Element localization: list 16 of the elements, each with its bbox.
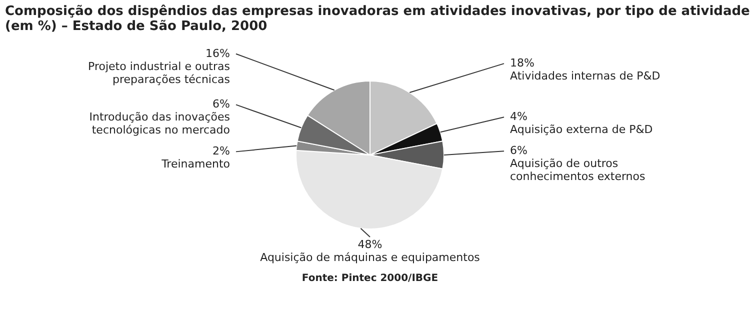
data-label: 18% — [510, 56, 534, 70]
source-note: Fonte: Pintec 2000/IBGE — [302, 273, 438, 284]
slice-label: Aquisição de outros conhecimentos externos — [510, 157, 646, 184]
slice-label: Aquisição de máquinas e equipamentos — [260, 251, 480, 264]
data-label: 4% — [510, 110, 528, 124]
chart-title: Composição dos dispêndios das empresas inovadoras em atividades inovativas, por tipo de atividade (em %) – Estado de São Paulo, 2000 — [5, 4, 750, 34]
slice-label: Projeto industrial e outras preparações técnicas — [88, 60, 230, 86]
slice-label: Introdução das inovações tecnológicas no mercado — [89, 110, 230, 137]
data-label: 48% — [358, 238, 382, 251]
data-label: 2% — [212, 144, 230, 158]
slice-label: Atividades internas de P&D — [510, 70, 660, 83]
data-label: 16% — [206, 46, 230, 60]
slice-label: Aquisição externa de P&D — [510, 123, 653, 136]
slice-label: Treinamento — [160, 158, 230, 171]
data-label: 6% — [510, 144, 528, 158]
data-label: 6% — [212, 98, 230, 111]
